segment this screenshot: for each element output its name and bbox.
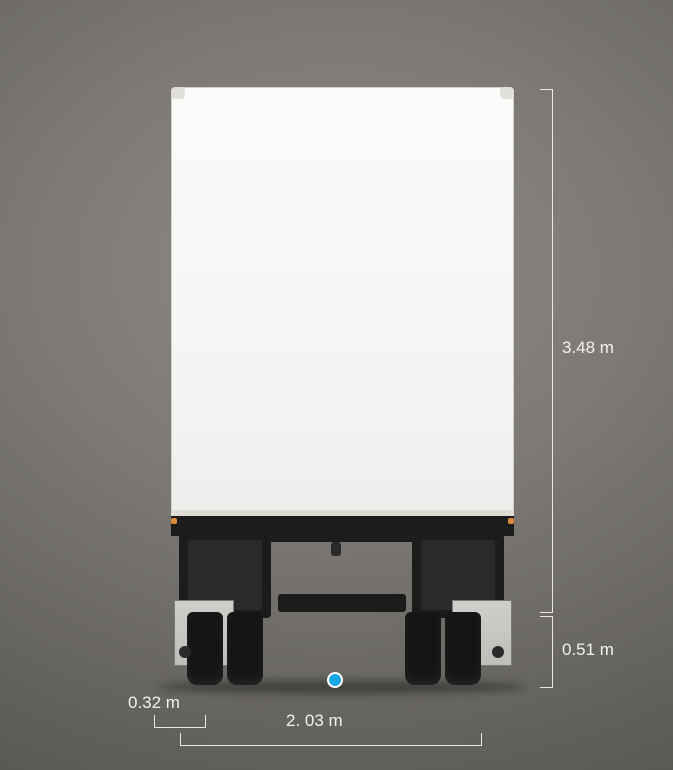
- chassis-center-pin: [331, 542, 341, 556]
- label-ground-clearance: 0.51 m: [562, 640, 614, 660]
- trailer-top-left-cap: [171, 87, 185, 99]
- wheel-left-inner: [227, 612, 263, 685]
- bracket-ground-clearance: [540, 616, 553, 688]
- wheel-right-outer: [445, 612, 481, 685]
- trailer-top-right-cap: [500, 87, 514, 99]
- wheel-right-inner: [405, 612, 441, 685]
- chassis-center-beam: [278, 594, 406, 612]
- diagram-canvas: 3.48 m 0.51 m 0.32 m 2. 03 m: [0, 0, 673, 770]
- origin-marker-core: [329, 674, 341, 686]
- bracket-track-offset: [154, 715, 206, 728]
- marker-light-left: [171, 518, 177, 524]
- label-track-offset: 0.32 m: [128, 693, 180, 713]
- bracket-height-total: [540, 89, 553, 613]
- axle-cap-right: [492, 646, 504, 658]
- chassis-block: [171, 516, 514, 536]
- bracket-width-total: [180, 733, 482, 746]
- axle-cap-left: [179, 646, 191, 658]
- wheel-left-outer: [187, 612, 223, 685]
- marker-light-right: [508, 518, 514, 524]
- label-height-total: 3.48 m: [562, 338, 614, 358]
- label-width-total: 2. 03 m: [286, 711, 343, 731]
- trailer-body: [171, 87, 514, 514]
- chassis-center-top: [271, 534, 412, 542]
